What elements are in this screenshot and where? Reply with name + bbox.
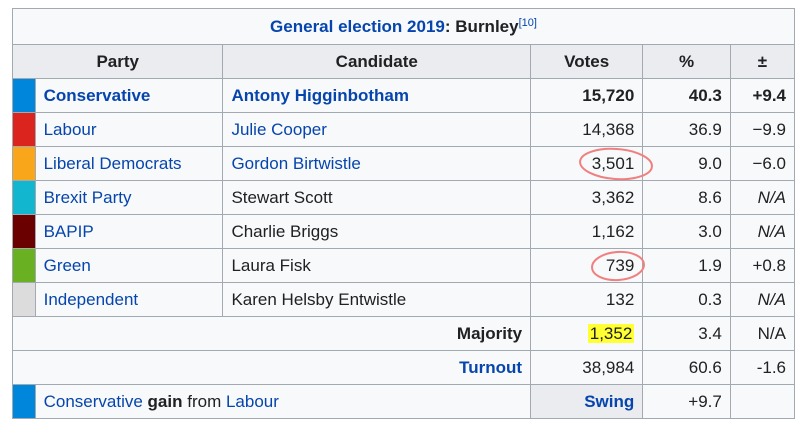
candidate-link[interactable]: Antony Higginbotham (231, 85, 409, 105)
change-cell: +0.8 (729, 248, 795, 283)
gain-row: Conservative gain from Labour Swing +9.7 (12, 384, 795, 419)
turnout-percent: 60.6 (642, 350, 731, 385)
from-party-link[interactable]: Labour (225, 391, 279, 411)
red-circle-annotation (578, 147, 653, 180)
party-color-swatch (12, 180, 36, 215)
party-color-swatch (12, 78, 36, 113)
percent-cell: 3.0 (642, 214, 731, 249)
table-caption: General election 2019: Burnley[10] (12, 8, 795, 45)
table-row: Green Laura Fisk 739 1.9 +0.8 (12, 248, 795, 283)
percent-cell: 1.9 (642, 248, 731, 283)
party-color-swatch (12, 282, 36, 317)
table-row: Brexit Party Stewart Scott 3,362 8.6 N/A (12, 180, 795, 215)
party-color-swatch (12, 112, 36, 147)
red-circle-annotation (590, 250, 645, 281)
header-party: Party (11, 44, 224, 79)
party-color-swatch (12, 214, 36, 249)
party-color-swatch (12, 248, 36, 283)
majority-row: Majority 1,352 3.4 N/A (11, 316, 795, 351)
party-link[interactable]: Conservative (43, 85, 151, 105)
header-change: ± (729, 44, 795, 79)
reference-link[interactable]: [10] (518, 16, 537, 29)
percent-cell: 8.6 (642, 180, 731, 215)
gain-word: gain (147, 391, 183, 411)
turnout-change: -1.6 (729, 350, 795, 385)
change-cell: N/A (729, 282, 795, 317)
candidate-link[interactable]: Gordon Birtwistle (231, 153, 361, 173)
votes-cell: 132 (530, 282, 644, 317)
party-color-swatch (12, 146, 36, 181)
table-row: Liberal Democrats Gordon Birtwistle 3,50… (12, 146, 795, 181)
gain-color-swatch (12, 384, 36, 419)
candidate-name: Karen Helsby Entwistle (222, 282, 532, 317)
votes-cell: 739 (530, 248, 645, 283)
table-row: BAPIP Charlie Briggs 1,162 3.0 N/A (12, 214, 795, 249)
highlighted-majority-votes: 1,352 (587, 323, 635, 343)
party-link[interactable]: Green (43, 255, 91, 275)
swing-value: +9.7 (642, 384, 731, 419)
percent-cell: 9.0 (642, 146, 731, 181)
change-cell: −9.9 (729, 112, 795, 147)
percent-cell: 0.3 (642, 282, 731, 317)
from-word: from (187, 391, 222, 411)
percent-cell: 40.3 (642, 78, 731, 113)
empty-cell (729, 384, 795, 419)
votes-cell: 1,162 (530, 214, 644, 249)
caption-title-link[interactable]: General election 2019 (270, 16, 445, 36)
table-row: Conservative Antony Higginbotham 15,720 … (12, 78, 795, 113)
header-percent: % (642, 44, 731, 79)
table-row: Labour Julie Cooper 14,368 36.9 −9.9 (12, 112, 795, 147)
candidate-name: Laura Fisk (222, 248, 532, 283)
header-votes: Votes (530, 44, 644, 79)
turnout-row: Turnout 38,984 60.6 -1.6 (11, 350, 795, 385)
majority-change: N/A (729, 316, 795, 351)
swing-link[interactable]: Swing (584, 391, 635, 411)
party-link[interactable]: BAPIP (43, 221, 94, 241)
party-link[interactable]: Brexit Party (43, 187, 132, 207)
majority-percent: 3.4 (642, 316, 731, 351)
change-cell: +9.4 (729, 78, 795, 113)
votes-cell: 3,501 (530, 146, 653, 181)
turnout-votes: 38,984 (530, 350, 644, 385)
candidate-name: Charlie Briggs (222, 214, 532, 249)
majority-label: Majority (11, 316, 532, 351)
gain-party-link[interactable]: Conservative (43, 391, 143, 411)
change-cell: −6.0 (729, 146, 795, 181)
votes-cell: 14,368 (530, 112, 644, 147)
table-row: Independent Karen Helsby Entwistle 132 0… (12, 282, 795, 317)
circled-value: 3,501 (578, 147, 653, 180)
votes-cell: 15,720 (530, 78, 644, 113)
votes-cell: 3,362 (530, 180, 644, 215)
change-cell: N/A (729, 214, 795, 249)
candidate-name: Stewart Scott (222, 180, 532, 215)
party-link[interactable]: Liberal Democrats (43, 153, 182, 173)
gain-text: Conservative gain from Labour (34, 384, 532, 419)
circled-value: 739 (590, 250, 645, 281)
change-cell: N/A (729, 180, 795, 215)
election-results-table: General election 2019: Burnley[10] Party… (11, 8, 795, 419)
caption-place: Burnley (455, 16, 519, 36)
party-link[interactable]: Labour (43, 119, 97, 139)
caption-separator: : (444, 16, 451, 36)
header-candidate: Candidate (222, 44, 532, 79)
turnout-link[interactable]: Turnout (459, 357, 523, 377)
party-link[interactable]: Independent (43, 289, 139, 309)
percent-cell: 36.9 (642, 112, 731, 147)
candidate-link[interactable]: Julie Cooper (231, 119, 327, 139)
